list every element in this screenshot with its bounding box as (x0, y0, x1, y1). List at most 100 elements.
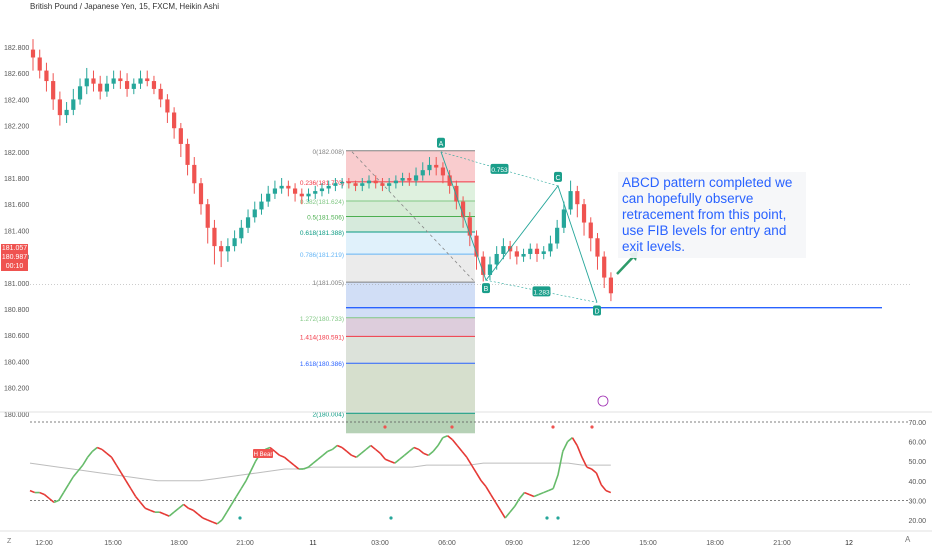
oscillator-segment (86, 450, 94, 458)
annotation-note[interactable]: ABCD pattern completed we can hopefully … (618, 172, 806, 258)
oscillator-tick-label: 50.00 (908, 459, 926, 466)
price-tick-label: 182.800 (4, 45, 29, 52)
candle-body (487, 264, 493, 275)
fib-zone (346, 336, 475, 364)
time-axis[interactable]: 12:00 15:00 18:00 21:00 11 03:00 06:00 09:00 12:… (0, 530, 932, 547)
candle-body (178, 128, 183, 144)
oscillator-segment (423, 452, 429, 457)
price-tick-label: 180.400 (4, 359, 29, 366)
candle-body (380, 183, 385, 186)
fib-zone (346, 363, 475, 414)
oscillator-segment (288, 460, 295, 466)
oscillator-ma-line (29, 462, 611, 482)
oscillator-segment (39, 491, 45, 496)
candle-body (555, 227, 560, 244)
candle-body (534, 248, 540, 254)
oscillator-segment (370, 444, 377, 451)
oscillator-segment (164, 513, 170, 517)
candle-body (306, 193, 311, 197)
oscillator-segment (442, 434, 448, 439)
candle-body (326, 185, 331, 189)
auto-scale-button[interactable]: A (905, 535, 911, 544)
event-marker-icon (597, 395, 609, 407)
oscillator-segment (312, 458, 319, 464)
oscillator-segment (197, 513, 204, 519)
fib-level-label: 0.786(181.219) (300, 252, 344, 259)
candle-body (460, 201, 466, 218)
oscillator-segment (475, 472, 482, 482)
oscillator-segment (235, 488, 242, 497)
bear-signal-dot (590, 425, 594, 429)
oscillator-segment (149, 509, 156, 513)
oscillator-segment (115, 464, 122, 474)
bull-signal-dot (556, 516, 560, 520)
oscillator-segment (581, 456, 588, 468)
price-axis[interactable]: 182.800 182.600 182.400 182.200 182.000 181.8… (4, 45, 29, 419)
candle-body (185, 143, 190, 165)
abcd-point-label: C (555, 175, 560, 182)
price-tick-label: 180.200 (4, 386, 29, 393)
oscillator-segment (528, 493, 535, 498)
oscillator-segment (230, 496, 238, 505)
oscillator-segment (379, 452, 386, 460)
candle-body (447, 175, 452, 186)
oscillator-segment (58, 492, 65, 501)
oscillator-segment (384, 458, 391, 462)
time-tick-label: 09:00 (505, 540, 523, 547)
candle-body (225, 246, 230, 252)
oscillator-segment (571, 437, 578, 446)
candle-body (266, 193, 271, 202)
candlestick-series (30, 39, 614, 302)
candle-body (400, 178, 405, 181)
candle-body (98, 83, 103, 92)
candle-body (64, 109, 69, 116)
fibonacci-retracement[interactable]: 0(182.008)0.236(181.770)0.382(181.624)0.… (300, 149, 476, 434)
bull-signal-dot (545, 516, 549, 520)
zoom-button[interactable]: Z (7, 538, 12, 545)
oscillator-segment (279, 454, 285, 459)
candle-body (434, 164, 439, 168)
abcd-path (440, 151, 598, 303)
oscillator-segment (557, 451, 564, 476)
candle-body (467, 217, 472, 236)
oscillator-segment (125, 480, 132, 490)
oscillator-segment (110, 456, 118, 466)
price-tag-top: 181.057 (1, 244, 28, 253)
time-tick-label: 12:00 (572, 540, 590, 547)
abcd-ratio-label: 0.753 (491, 167, 508, 174)
oscillator-segment (437, 437, 444, 446)
oscillator-segment (494, 501, 502, 511)
oscillator-segment (605, 489, 612, 494)
fib-level-label: 2(180.004) (313, 411, 344, 418)
candle-body (413, 175, 419, 181)
price-tick-label: 182.000 (4, 150, 29, 157)
oscillator-segment (240, 480, 247, 490)
oscillator-segment (307, 462, 314, 468)
oscillator-segment (317, 454, 324, 460)
candle-body (165, 99, 170, 113)
candle-body (440, 167, 446, 176)
candle-body (91, 78, 96, 84)
candle-body (407, 178, 412, 181)
time-tick-label: 18:00 (170, 540, 188, 547)
candle-body (333, 183, 338, 186)
price-tag-timer: 00:10 (1, 262, 28, 271)
hbear-badge (253, 449, 273, 458)
candle-body (198, 183, 204, 205)
oscillator-pane: 70.00 60.00 50.00 40.00 30.00 20.00 H Bear (0, 411, 932, 525)
oscillator-segment (82, 456, 89, 466)
fib-level-label: 1.618(180.386) (300, 361, 344, 368)
candle-body (71, 99, 76, 110)
oscillator-segment (106, 452, 113, 458)
oscillator-segment (139, 501, 146, 509)
candle-body (420, 170, 425, 176)
fib-level-label: 0.5(181.506) (307, 215, 344, 222)
oscillator-segment (43, 493, 50, 500)
oscillator-segment (490, 494, 497, 503)
oscillator-segment (250, 460, 257, 472)
oscillator-segment (427, 450, 434, 456)
candle-body (51, 81, 56, 100)
bull-signal-dot (238, 516, 242, 520)
candle-body (192, 164, 197, 184)
